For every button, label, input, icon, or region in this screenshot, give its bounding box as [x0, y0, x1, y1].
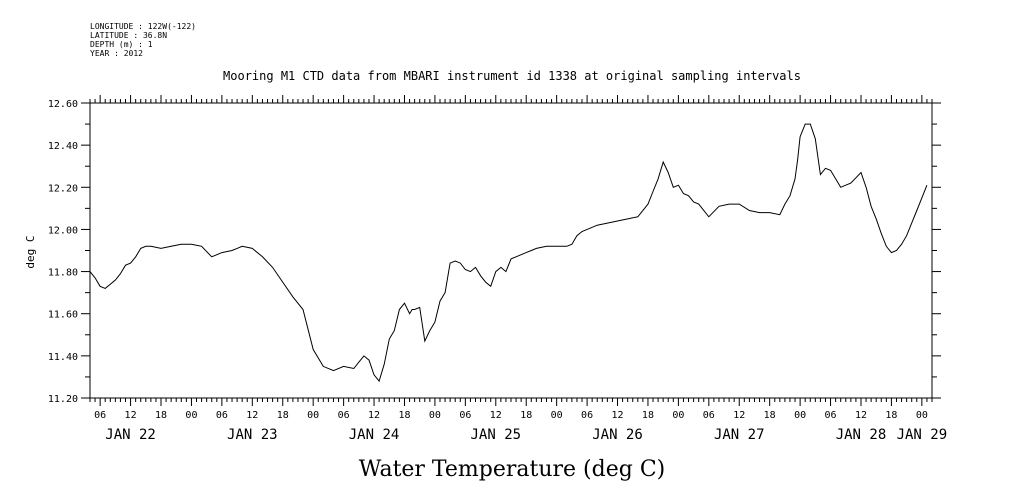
x-hour-label: 18	[520, 410, 532, 421]
x-hour-label: 00	[307, 410, 319, 421]
plot-frame	[89, 102, 933, 399]
x-hour-label: 12	[368, 410, 380, 421]
y-tick-label: 12.20	[48, 183, 78, 194]
x-hour-label: 18	[764, 410, 776, 421]
depth-label: DEPTH (m) : 1	[90, 40, 153, 49]
x-hour-label: 12	[490, 410, 502, 421]
x-day-label: JAN 27	[714, 427, 765, 443]
x-day-label: JAN 25	[470, 427, 521, 443]
x-hour-label: 06	[581, 410, 593, 421]
metadata-block: LONGITUDE : 122W(-122) LATITUDE : 36.8N …	[90, 22, 196, 58]
x-hour-label: 12	[125, 410, 137, 421]
plot-border	[89, 102, 933, 399]
series-layer	[89, 123, 928, 383]
x-hour-label: 00	[916, 410, 928, 421]
chart-title: Mooring M1 CTD data from MBARI instrumen…	[223, 69, 801, 83]
x-hour-label: 00	[672, 410, 684, 421]
x-hour-label: 06	[459, 410, 471, 421]
x-hour-label: 12	[733, 410, 745, 421]
x-day-label: JAN 22	[105, 427, 156, 443]
x-day-label: JAN 24	[349, 427, 400, 443]
x-hour-label: 12	[246, 410, 258, 421]
x-hour-label: 06	[703, 410, 715, 421]
x-hour-label: 12	[611, 410, 623, 421]
y-tick-label: 12.60	[48, 99, 78, 110]
y-tick-label: 11.60	[48, 310, 78, 321]
axis-ticks: 11.20 11.40 11.60 11.80 12.00 12.20 12.40 12.60…	[48, 95, 947, 443]
year-label: YEAR : 2012	[90, 49, 143, 58]
x-day-label: JAN 26	[592, 427, 643, 443]
x-hour-label: 06	[216, 410, 228, 421]
x-hour-label: 00	[551, 410, 563, 421]
x-hour-label: 18	[885, 410, 897, 421]
x-hour-label: 06	[825, 410, 837, 421]
x-hour-label: 18	[155, 410, 167, 421]
x-day-label: JAN 23	[227, 427, 278, 443]
x-hour-label: 00	[794, 410, 806, 421]
temperature-series-line	[89, 123, 928, 383]
x-hour-label: 18	[398, 410, 410, 421]
x-hour-label: 00	[185, 410, 197, 421]
x-hour-label: 12	[855, 410, 867, 421]
x-hour-label: 06	[338, 410, 350, 421]
latitude-label: LATITUDE : 36.8N	[90, 31, 168, 40]
x-axis-title: Water Temperature (deg C)	[359, 457, 666, 482]
x-day-label: JAN 29	[897, 427, 948, 443]
x-hour-label: 06	[94, 410, 106, 421]
y-axis-label: deg C	[24, 235, 37, 268]
longitude-label: LONGITUDE : 122W(-122)	[90, 22, 196, 31]
y-tick-label: 11.80	[48, 268, 78, 279]
x-hour-label: 18	[642, 410, 654, 421]
y-tick-label: 12.40	[48, 141, 78, 152]
y-tick-label: 11.20	[48, 394, 78, 405]
y-tick-label: 11.40	[48, 352, 78, 363]
x-hour-label: 18	[277, 410, 289, 421]
y-tick-label: 12.00	[48, 225, 78, 236]
x-hour-label: 00	[429, 410, 441, 421]
x-day-label: JAN 28	[836, 427, 887, 443]
